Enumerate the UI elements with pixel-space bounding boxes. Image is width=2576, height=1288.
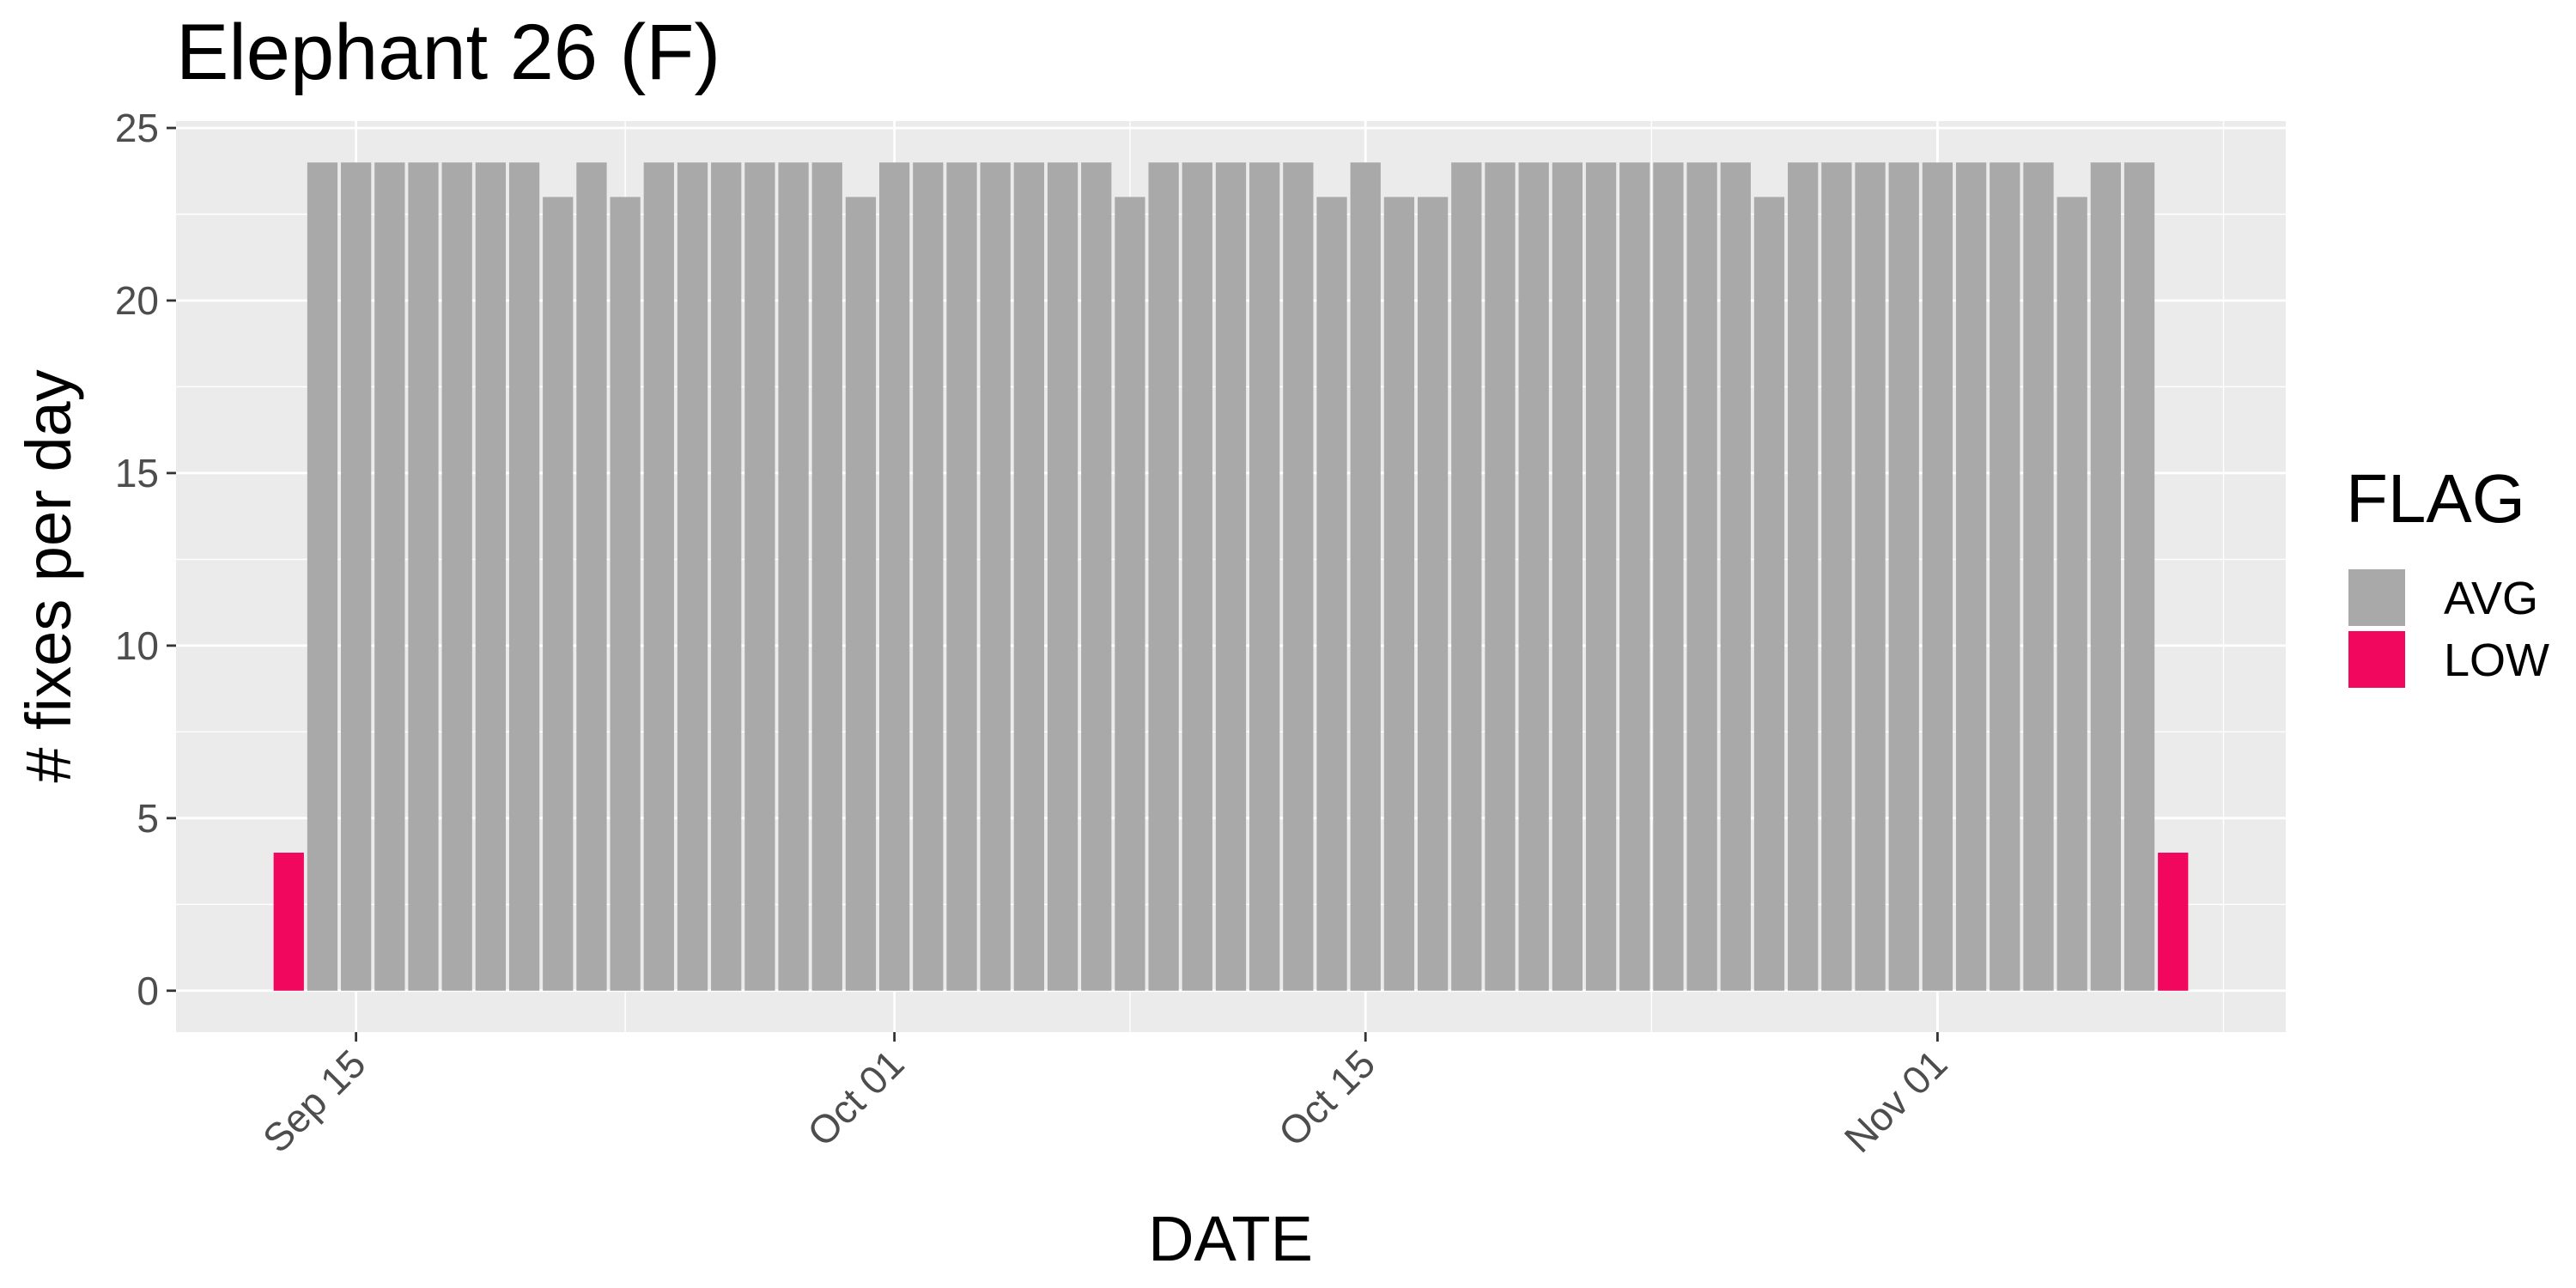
bar bbox=[811, 162, 842, 991]
bar bbox=[1753, 197, 1785, 991]
bar bbox=[1350, 162, 1381, 991]
y-axis-title: # fixes per day bbox=[13, 369, 84, 782]
legend-title: FLAG bbox=[2346, 460, 2525, 537]
chart-title: Elephant 26 (F) bbox=[176, 9, 720, 96]
x-tick-label: Oct 15 bbox=[1270, 1041, 1384, 1155]
bar bbox=[441, 162, 472, 991]
y-tick-label: 15 bbox=[115, 451, 159, 495]
bar bbox=[1013, 162, 1045, 991]
bar bbox=[1383, 197, 1415, 991]
bar bbox=[576, 162, 607, 991]
bar bbox=[1518, 162, 1549, 991]
bar bbox=[1047, 162, 1078, 991]
legend-key bbox=[2348, 569, 2405, 626]
bar bbox=[845, 197, 877, 991]
bar bbox=[677, 162, 708, 991]
y-tick-label: 5 bbox=[137, 796, 159, 841]
bar bbox=[946, 162, 977, 991]
bar bbox=[2158, 853, 2189, 991]
bar bbox=[643, 162, 674, 991]
bar bbox=[913, 162, 944, 991]
bar bbox=[1283, 162, 1314, 991]
bar bbox=[778, 162, 809, 991]
bar bbox=[1990, 162, 2020, 991]
x-tick-label: Nov 01 bbox=[1836, 1041, 1956, 1161]
bar bbox=[1485, 162, 1516, 991]
bar bbox=[1552, 162, 1583, 991]
bar bbox=[1653, 162, 1684, 991]
bar bbox=[2023, 162, 2054, 991]
bar bbox=[1081, 162, 1112, 991]
bar bbox=[1720, 162, 1751, 991]
bar bbox=[1788, 162, 1819, 991]
bar bbox=[1148, 162, 1179, 991]
bar bbox=[879, 162, 910, 991]
bar bbox=[2057, 197, 2087, 991]
bar bbox=[711, 162, 742, 991]
bar bbox=[475, 162, 507, 991]
x-tick-label: Oct 01 bbox=[799, 1041, 913, 1155]
legend-key bbox=[2348, 631, 2405, 688]
bar bbox=[307, 162, 338, 991]
bar bbox=[2123, 162, 2155, 991]
bar bbox=[1619, 162, 1650, 991]
legend-label: AVG bbox=[2444, 573, 2538, 624]
bar bbox=[508, 162, 540, 991]
bar bbox=[1451, 162, 1482, 991]
y-tick-label: 25 bbox=[115, 106, 159, 150]
bar bbox=[341, 162, 372, 991]
bar bbox=[1249, 162, 1280, 991]
bar bbox=[1955, 162, 1987, 991]
y-tick-label: 20 bbox=[115, 278, 159, 323]
y-tick-label: 10 bbox=[115, 623, 159, 668]
bar bbox=[1316, 197, 1347, 991]
bar bbox=[980, 162, 1011, 991]
bar bbox=[744, 162, 775, 991]
bar bbox=[543, 197, 574, 991]
bar bbox=[408, 162, 439, 991]
bar bbox=[1686, 162, 1717, 991]
bar bbox=[1215, 162, 1247, 991]
bar bbox=[1855, 162, 1886, 991]
bar bbox=[610, 197, 641, 991]
bar bbox=[1821, 162, 1852, 991]
bar bbox=[273, 853, 304, 991]
bar bbox=[1417, 197, 1449, 991]
bar bbox=[1922, 162, 1953, 991]
x-axis-title: DATE bbox=[1148, 1203, 1313, 1274]
bar bbox=[1585, 162, 1617, 991]
bar bbox=[2090, 162, 2121, 991]
y-tick-label: 0 bbox=[137, 969, 159, 1013]
bar bbox=[374, 162, 405, 991]
bar bbox=[1888, 162, 1919, 991]
bar bbox=[1115, 197, 1145, 991]
bar bbox=[1182, 162, 1212, 991]
legend-label: LOW bbox=[2444, 635, 2549, 686]
x-tick-label: Sep 15 bbox=[254, 1041, 374, 1161]
